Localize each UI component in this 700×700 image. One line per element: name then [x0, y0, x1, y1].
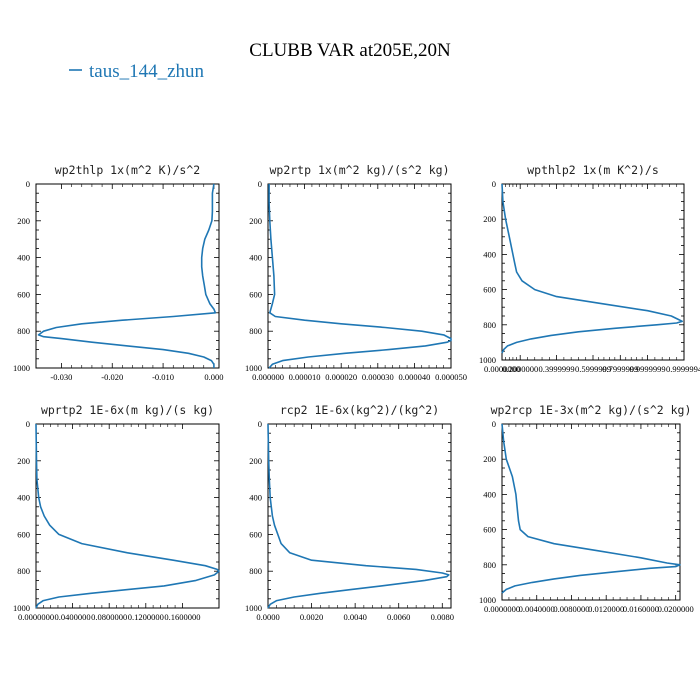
x-tick-label: 0.000010: [289, 372, 321, 382]
y-tick-label: 600: [249, 289, 262, 299]
y-tick-label: 400: [17, 493, 30, 503]
subplot-title: wp2thlp 1x(m^2 K)/s^2: [55, 163, 200, 177]
y-tick-label: 800: [17, 566, 30, 576]
y-tick-label: 400: [17, 253, 30, 263]
y-tick-label: 400: [483, 489, 496, 499]
x-tick-label: 0.0000000: [484, 364, 520, 374]
subplot-title: wpthlp2 1x(m K^2)/s: [527, 163, 659, 177]
x-tick-label: 0.0400000: [55, 612, 91, 622]
x-tick-label: 0.2000000: [502, 364, 538, 374]
y-tick-label: 200: [249, 456, 262, 466]
x-tick-label: 0.9999999: [630, 364, 666, 374]
legend-label: taus_144_zhun: [89, 61, 205, 82]
y-tick-label: 400: [249, 253, 262, 263]
subplot-title: wp2rtp 1x(m^2 kg)/(s^2 kg): [269, 163, 449, 177]
plot-frame: [501, 183, 685, 361]
y-tick-label: 0: [258, 419, 262, 429]
series-line: [37, 183, 217, 368]
y-tick-label: 0: [26, 419, 30, 429]
x-tick-label: -0.020: [101, 372, 123, 382]
y-tick-label: 800: [483, 560, 496, 570]
x-tick-label: 0.0080: [431, 612, 454, 622]
y-tick-label: 200: [249, 216, 262, 226]
y-tick-label: 1000: [245, 363, 262, 373]
y-tick-label: 200: [483, 454, 496, 464]
series-line: [268, 184, 452, 369]
subplot-6: wp2rcp 1E-3x(m^2 kg)/(s^2 kg) 0 200 400 600 8…: [479, 403, 694, 614]
x-tick-label: 0.0200000: [658, 604, 694, 614]
x-tick-label: 0.1200000: [128, 612, 164, 622]
subplot-5: rcp2 1E-6x(kg^2)/(kg^2) 0 200 400 600 800 1000…: [245, 403, 454, 622]
subplot-2: wp2rtp 1x(m^2 kg)/(s^2 kg) 0 200 400 600 800 1…: [245, 163, 467, 382]
plot-frame: [35, 183, 220, 369]
y-tick-label: 0: [258, 179, 262, 189]
subplot-4: wprtp2 1E-6x(m kg)/(s kg) 0 200 400 600 800 10…: [13, 403, 220, 622]
x-tick-label: 0.0040000: [519, 604, 555, 614]
y-tick-label: 200: [17, 216, 30, 226]
x-tick-label: 0.3999999: [539, 364, 575, 374]
y-tick-label: 600: [483, 525, 496, 535]
y-tick-label: 800: [249, 326, 262, 336]
y-tick-label: 800: [17, 326, 30, 336]
y-tick-label: 600: [17, 529, 30, 539]
x-tick-label: 0.9999994: [666, 364, 700, 374]
x-tick-label: 0.1600000: [164, 612, 200, 622]
x-tick-label: 0.000030: [362, 372, 394, 382]
x-tick-label: 0.5999999: [575, 364, 611, 374]
subplot-3: wpthlp2 1x(m K^2)/s 0 200 400 600 800 10000.00…: [479, 163, 700, 374]
x-tick-label: 0.0000000: [484, 604, 520, 614]
y-tick-label: 200: [483, 214, 496, 224]
y-tick-label: 1000: [13, 363, 30, 373]
y-tick-label: 200: [17, 456, 30, 466]
x-tick-label: 0.0020: [300, 612, 323, 622]
y-tick-label: 0: [26, 179, 30, 189]
subplot-title: rcp2 1E-6x(kg^2)/(kg^2): [280, 403, 439, 417]
x-tick-label: 0.000020: [325, 372, 357, 382]
x-tick-label: 0.000050: [435, 372, 467, 382]
x-tick-label: -0.030: [50, 372, 72, 382]
y-tick-label: 400: [483, 249, 496, 259]
y-tick-label: 400: [249, 493, 262, 503]
series-line: [267, 423, 450, 609]
figure-title: CLUBB VAR at205E,20N: [249, 40, 451, 61]
subplot-title: wprtp2 1E-6x(m kg)/(s kg): [41, 403, 214, 417]
y-tick-label: 800: [249, 566, 262, 576]
series-line: [501, 423, 681, 594]
y-tick-label: 1000: [479, 595, 496, 605]
y-tick-label: 1000: [13, 603, 30, 613]
x-tick-label: 0.000000: [252, 372, 284, 382]
series-line: [35, 423, 220, 609]
x-tick-label: 0.0040: [343, 612, 366, 622]
x-tick-label: -0.010: [152, 372, 174, 382]
panel-grid: wp2thlp 1x(m^2 K)/s^2 0 200 400 600 800 1000 -0…: [13, 163, 700, 622]
x-tick-label: 0.0120000: [588, 604, 624, 614]
y-tick-label: 600: [249, 529, 262, 539]
plot-frame: [267, 183, 452, 369]
y-tick-label: 800: [483, 320, 496, 330]
subplot-title: wp2rcp 1E-3x(m^2 kg)/(s^2 kg): [491, 403, 692, 417]
x-tick-label: 0.0000: [256, 612, 279, 622]
y-tick-label: 0: [492, 179, 496, 189]
x-tick-label: 0.0080000: [553, 604, 589, 614]
y-tick-label: 0: [492, 419, 496, 429]
y-tick-label: 600: [483, 285, 496, 295]
legend: taus_144_zhun: [69, 61, 205, 82]
series-line: [501, 183, 684, 354]
x-tick-label: 0.000: [204, 372, 223, 382]
x-tick-label: 0.0800000: [91, 612, 127, 622]
y-tick-label: 600: [17, 289, 30, 299]
x-tick-label: 0.0000000: [18, 612, 54, 622]
subplot-1: wp2thlp 1x(m^2 K)/s^2 0 200 400 600 800 1000 -0…: [13, 163, 223, 382]
x-tick-label: 0.7999999: [602, 364, 638, 374]
y-tick-label: 1000: [245, 603, 262, 613]
x-tick-label: 0.0060: [387, 612, 410, 622]
y-tick-label: 1000: [479, 355, 496, 365]
x-tick-label: 0.0160000: [623, 604, 659, 614]
x-tick-label: 0.000040: [398, 372, 430, 382]
